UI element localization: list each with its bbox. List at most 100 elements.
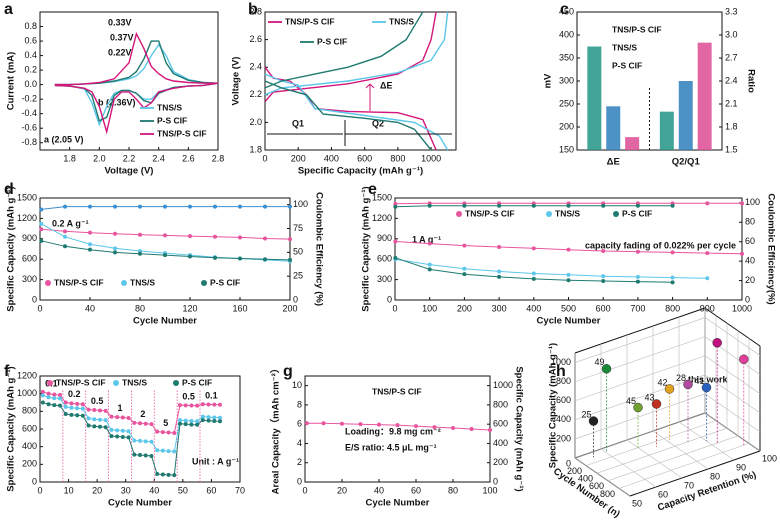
- point: [531, 203, 536, 208]
- x-tick-label: 20: [337, 485, 347, 495]
- rate-label: 0.2: [68, 389, 81, 399]
- y-tick-label: 0.2: [24, 64, 37, 74]
- legend-label: TNS/P-S CIF: [465, 208, 515, 218]
- annotation: Q2: [372, 118, 384, 128]
- y2-tick-label: 400: [493, 438, 508, 448]
- grid-line: [574, 374, 706, 421]
- bar: [659, 111, 674, 150]
- x-tick-label: 30: [121, 485, 131, 495]
- point: [358, 422, 363, 427]
- point: [143, 421, 148, 426]
- y-tick-label: 300: [377, 274, 392, 284]
- point: [138, 453, 142, 458]
- z-axis-label: Specific Capacity (mAh g⁻¹): [548, 343, 559, 468]
- y2-axis-label: Ratio: [745, 69, 756, 93]
- point: [163, 233, 167, 238]
- x-tick-label: 80: [448, 485, 458, 495]
- y-tick-label: 1200: [372, 213, 392, 223]
- point: [63, 411, 68, 416]
- point: [705, 251, 710, 256]
- y-tick-label: 2.8: [249, 6, 262, 16]
- x-tick-label: 20: [92, 485, 102, 495]
- point: [88, 247, 92, 252]
- x-tick-label: 200: [567, 466, 582, 476]
- point: [200, 418, 205, 423]
- x-tick-label: 40: [374, 485, 384, 495]
- point: [69, 405, 74, 410]
- point: [635, 203, 640, 208]
- grid-line: [574, 355, 706, 402]
- y-tick-label: 4: [297, 438, 302, 448]
- grid-line: [704, 393, 761, 433]
- point: [601, 274, 606, 279]
- point: [58, 392, 62, 397]
- point: [52, 396, 57, 401]
- y2-axis-label: Coulombic Efficiency(%): [765, 193, 776, 304]
- point: [138, 421, 142, 426]
- legend-label: TNS/S: [122, 377, 147, 387]
- point: [98, 408, 102, 413]
- x-tick-label: 0: [37, 303, 42, 313]
- point: [340, 421, 344, 426]
- legend-label: TNS/P-S CIF: [56, 377, 106, 387]
- point: [263, 257, 267, 262]
- point: [126, 429, 131, 434]
- grid-line: [574, 412, 706, 459]
- legend-label: TNS/S: [555, 208, 580, 218]
- x-tick-label: 600: [589, 481, 604, 491]
- x-tick-label: 70: [235, 485, 245, 495]
- rate-label: 0.1: [205, 391, 218, 401]
- y-tick-label: -0.4: [21, 108, 37, 118]
- point: [712, 338, 722, 348]
- point: [635, 249, 640, 254]
- x-tick-label: 2.2: [123, 153, 136, 163]
- point: [414, 424, 418, 429]
- point: [601, 278, 606, 283]
- point: [601, 249, 606, 254]
- point: [63, 244, 67, 249]
- series-line: [264, 11, 432, 151]
- point: [109, 427, 114, 432]
- z-tick-label: 1000: [551, 357, 571, 367]
- y-tick-label: 400: [22, 441, 37, 451]
- point: [213, 255, 217, 260]
- point: [98, 424, 102, 429]
- point: [670, 203, 675, 208]
- box-edge: [629, 450, 761, 497]
- y-axis-label: Voltage (V): [231, 57, 242, 106]
- legend-label: TNS/P-S CIF: [372, 386, 422, 396]
- point: [497, 274, 502, 279]
- y2-tick-label: 3.3: [725, 6, 738, 16]
- grid-line: [704, 317, 761, 356]
- y-tick-label: -0.2: [21, 94, 37, 104]
- point: [88, 242, 92, 247]
- rate-label: 2: [140, 409, 145, 419]
- y-tick-label: 0.6: [24, 35, 37, 45]
- y-tick-label: 100: [762, 453, 777, 463]
- point: [462, 203, 467, 208]
- y2-tick-label: 600: [493, 419, 508, 429]
- y2-tick-label: 60: [745, 236, 755, 246]
- x-tick-label: 200: [291, 153, 306, 163]
- point: [163, 204, 167, 209]
- point: [427, 241, 432, 246]
- x-tick-label: 1.8: [63, 153, 76, 163]
- y2-tick-label: 80: [745, 217, 755, 227]
- annotation: 0.33V: [108, 17, 132, 27]
- legend-label: P-S CIF: [612, 60, 642, 70]
- point: [189, 403, 194, 408]
- annotation: capacity fading of 0.022% per cycle: [585, 240, 736, 250]
- legend-label: TNS/P-S CIF: [157, 128, 207, 138]
- x-tick-label: ΔE: [607, 157, 620, 168]
- bar: [587, 46, 602, 150]
- point: [132, 420, 137, 425]
- legend-label: TNS/S: [612, 42, 637, 52]
- point: [601, 364, 612, 374]
- point: [103, 408, 108, 413]
- point: [195, 403, 200, 408]
- point: [462, 266, 467, 271]
- x-tick-label: 400: [578, 474, 593, 484]
- x-tick-label: 2.4: [152, 153, 165, 163]
- y-tick-label: 2.6: [249, 34, 262, 44]
- point: [75, 401, 80, 406]
